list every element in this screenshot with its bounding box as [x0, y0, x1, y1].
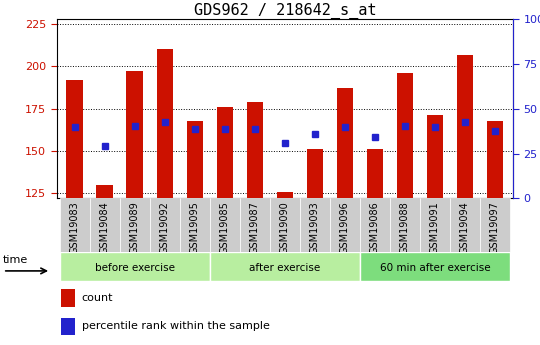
Title: GDS962 / 218642_s_at: GDS962 / 218642_s_at	[194, 3, 376, 19]
Bar	[420, 198, 450, 252]
Bar	[60, 198, 90, 252]
Text: GSM19092: GSM19092	[160, 201, 170, 254]
Bar	[360, 252, 510, 281]
Bar	[210, 252, 360, 281]
Bar	[210, 198, 240, 252]
Text: count: count	[82, 293, 113, 303]
Bar	[126, 71, 143, 198]
Bar	[360, 198, 390, 252]
Text: GSM19085: GSM19085	[220, 201, 230, 254]
Bar	[120, 198, 150, 252]
Bar	[97, 185, 113, 198]
Bar	[276, 191, 293, 198]
Text: percentile rank within the sample: percentile rank within the sample	[82, 322, 269, 332]
Bar	[336, 88, 353, 198]
Text: GSM19087: GSM19087	[250, 201, 260, 254]
Text: GSM19086: GSM19086	[370, 201, 380, 254]
Bar	[247, 102, 263, 198]
Bar	[150, 198, 180, 252]
Text: time: time	[3, 255, 28, 265]
Text: before exercise: before exercise	[94, 263, 175, 273]
Bar	[90, 198, 120, 252]
Bar	[66, 80, 83, 198]
Text: GSM19088: GSM19088	[400, 201, 410, 254]
Bar	[457, 55, 473, 198]
Text: GSM19084: GSM19084	[100, 201, 110, 254]
Bar	[217, 107, 233, 198]
Text: GSM19089: GSM19089	[130, 201, 140, 254]
Bar	[307, 149, 323, 198]
Bar	[367, 149, 383, 198]
Text: 60 min after exercise: 60 min after exercise	[380, 263, 490, 273]
Text: GSM19090: GSM19090	[280, 201, 290, 254]
Bar	[61, 289, 75, 307]
Bar	[186, 120, 203, 198]
Bar	[270, 198, 300, 252]
Text: GSM19097: GSM19097	[490, 201, 500, 254]
Bar	[180, 198, 210, 252]
Bar	[427, 116, 443, 198]
Text: GSM19093: GSM19093	[310, 201, 320, 254]
Bar	[240, 198, 270, 252]
Bar	[61, 317, 75, 335]
Text: GSM19094: GSM19094	[460, 201, 470, 254]
Bar	[487, 120, 503, 198]
Bar	[390, 198, 420, 252]
Bar	[397, 73, 413, 198]
Bar	[330, 198, 360, 252]
Text: GSM19091: GSM19091	[430, 201, 440, 254]
Text: GSM19096: GSM19096	[340, 201, 350, 254]
Bar	[157, 49, 173, 198]
Text: GSM19083: GSM19083	[70, 201, 80, 254]
Bar	[300, 198, 330, 252]
Bar	[480, 198, 510, 252]
Bar	[60, 252, 210, 281]
Text: after exercise: after exercise	[249, 263, 320, 273]
Bar	[450, 198, 480, 252]
Text: GSM19095: GSM19095	[190, 201, 200, 254]
